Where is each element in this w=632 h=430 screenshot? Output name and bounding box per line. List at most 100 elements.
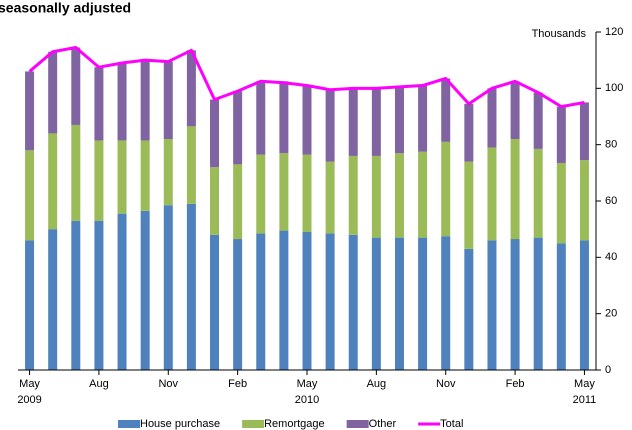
x-tick-label: Aug <box>367 378 387 390</box>
bar <box>71 220 81 370</box>
bar <box>25 71 35 151</box>
bar <box>302 154 312 232</box>
bar <box>371 88 381 156</box>
bar <box>533 237 543 370</box>
legend-label: Other <box>369 418 397 430</box>
x-tick-label: Nov <box>436 378 456 390</box>
bar <box>71 124 81 221</box>
y-tick-label: 120 <box>605 26 623 38</box>
bar <box>325 161 335 234</box>
bar <box>140 60 150 141</box>
legend-label: Total <box>440 418 463 430</box>
bar <box>579 102 589 161</box>
bar <box>186 126 196 204</box>
y-tick-label: 100 <box>605 82 623 94</box>
bar <box>371 237 381 370</box>
bar <box>556 106 566 163</box>
bar <box>117 213 127 370</box>
bar <box>556 243 566 370</box>
bar <box>94 220 104 370</box>
bar <box>256 81 266 155</box>
bar <box>48 133 58 230</box>
bar <box>325 89 335 162</box>
bar <box>533 92 543 149</box>
total-line <box>28 45 585 109</box>
bar <box>210 167 220 235</box>
x-tick-label: May 2009 <box>17 378 41 406</box>
bar <box>279 81 289 154</box>
chart-title: seasonally adjusted <box>0 0 131 16</box>
y-tick-label: 60 <box>605 195 617 207</box>
bar <box>441 141 451 237</box>
bar <box>163 205 173 370</box>
bar <box>25 150 35 241</box>
bar <box>71 47 81 125</box>
bar <box>279 230 289 370</box>
bar <box>371 155 381 238</box>
legend-label: Remortgage <box>264 418 325 430</box>
bar <box>163 61 173 140</box>
bar <box>302 85 312 155</box>
x-tick-label: Aug <box>89 378 109 390</box>
bar <box>441 236 451 370</box>
bar <box>579 240 589 370</box>
bar <box>394 237 404 370</box>
bar <box>487 147 497 241</box>
x-tick-label: May 2011 <box>573 378 597 406</box>
bar <box>140 210 150 370</box>
bar <box>210 99 220 168</box>
bar <box>418 85 428 152</box>
bar <box>163 139 173 206</box>
x-tick-label: Feb <box>506 378 525 390</box>
bar <box>233 164 243 240</box>
x-tick-label: Feb <box>228 378 247 390</box>
bar <box>210 234 220 370</box>
bar <box>441 78 451 142</box>
bar <box>487 240 497 370</box>
bar <box>510 139 520 240</box>
bar <box>48 229 58 370</box>
bar <box>186 50 196 127</box>
bar <box>556 162 566 244</box>
bar <box>418 151 428 238</box>
bar <box>117 62 127 141</box>
bar <box>579 160 589 241</box>
bar <box>394 153 404 238</box>
legend-swatch <box>242 420 265 428</box>
bar <box>464 103 474 162</box>
legend-swatch <box>118 420 140 428</box>
bar <box>348 88 358 156</box>
bar <box>464 161 474 249</box>
bar <box>94 67 104 141</box>
bar <box>117 140 127 214</box>
y-axis-label: Thousands <box>532 28 587 40</box>
bar <box>233 239 243 370</box>
bar <box>302 231 312 370</box>
legend-label: House purchase <box>140 418 220 430</box>
bar <box>464 248 474 370</box>
bar <box>140 140 150 211</box>
y-tick-label: 20 <box>605 308 617 320</box>
bar <box>233 91 243 165</box>
bar <box>533 148 543 238</box>
y-tick-label: 80 <box>605 139 617 151</box>
bar <box>94 140 104 221</box>
bar <box>186 203 196 370</box>
bar <box>48 51 58 134</box>
legend-swatch <box>346 420 369 428</box>
x-tick-label: Nov <box>158 378 178 390</box>
y-tick-label: 0 <box>605 364 611 376</box>
bar <box>325 233 335 370</box>
bar <box>510 239 520 370</box>
bar <box>348 234 358 370</box>
bar <box>418 237 428 370</box>
bar <box>394 86 404 154</box>
bar <box>256 233 266 370</box>
bar <box>348 155 358 235</box>
bar <box>256 154 266 234</box>
bar <box>25 240 35 370</box>
bar <box>487 88 497 148</box>
bar <box>510 81 520 140</box>
bar <box>279 153 289 231</box>
